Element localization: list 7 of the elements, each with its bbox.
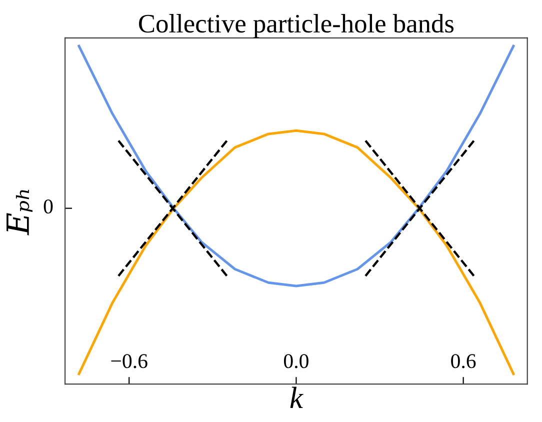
x-tick-label: 0.6 (451, 354, 476, 368)
chart-title: Collective particle-hole bands (139, 14, 454, 38)
x-axis-title: k (290, 386, 304, 408)
text: 0 (44, 199, 53, 214)
x-tick-label: 0.0 (284, 354, 308, 368)
x-tick-label: −0.6 (111, 354, 148, 368)
y-axis-title: Eₚₕ (6, 190, 33, 236)
